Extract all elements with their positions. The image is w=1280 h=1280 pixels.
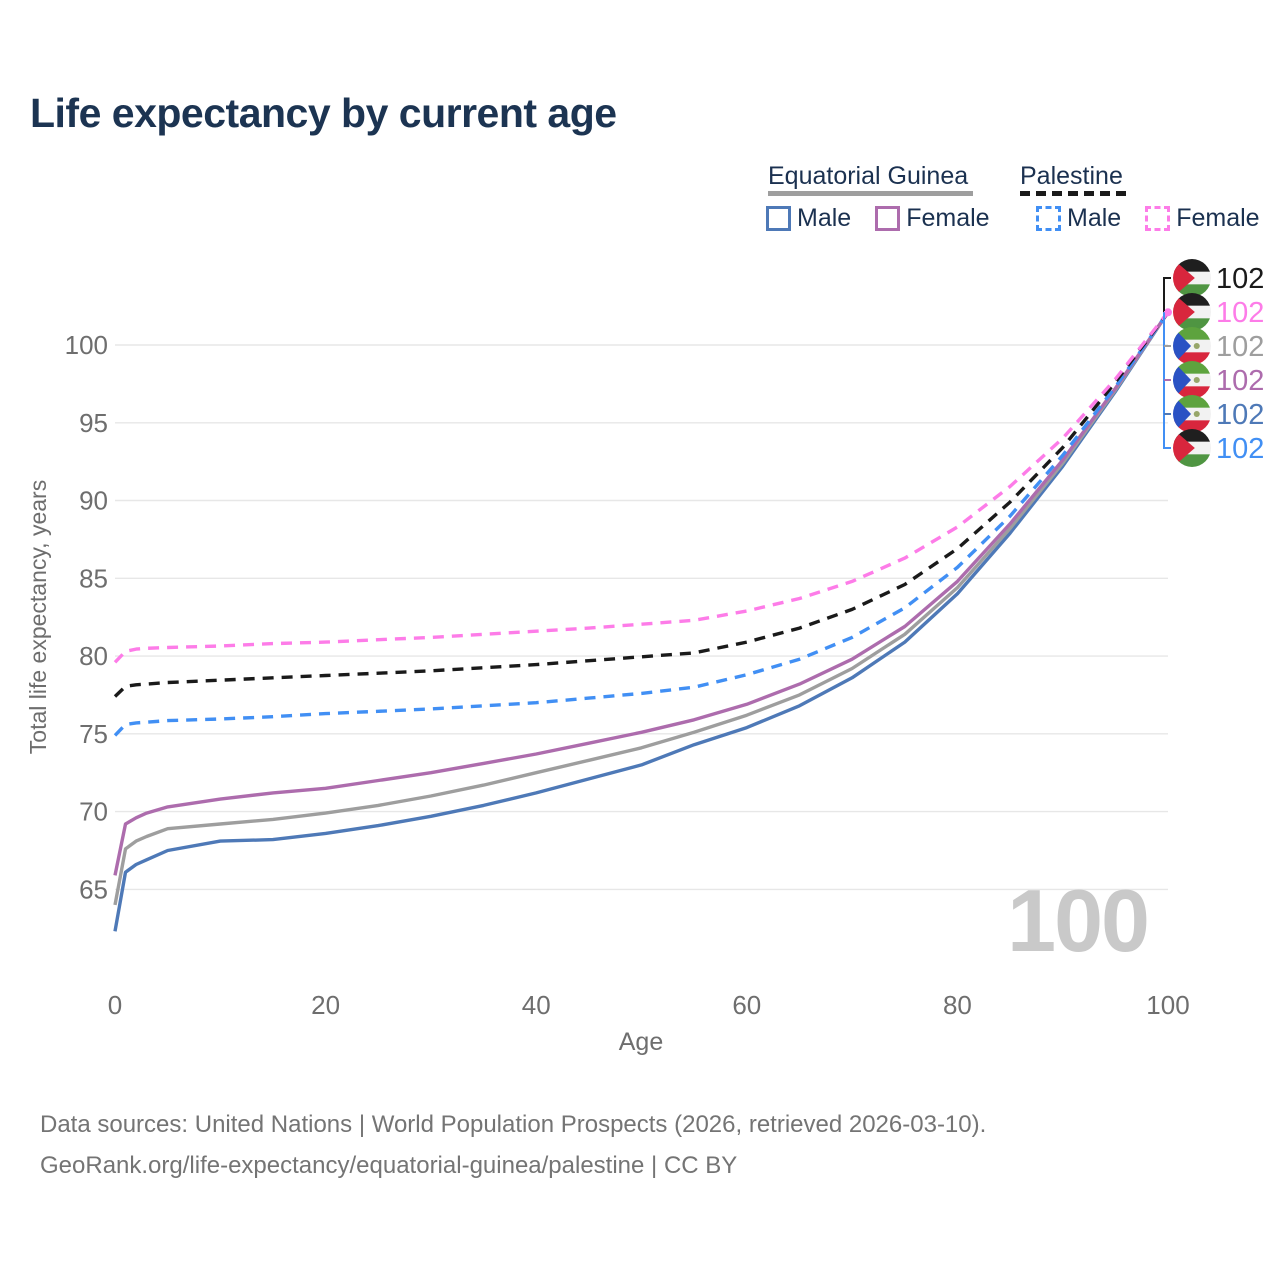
y-tick-label-70: 70 xyxy=(79,797,108,827)
series-line-equatorial-guinea-female xyxy=(113,311,1170,876)
legend-item-palestine-female[interactable]: Female xyxy=(1145,204,1260,233)
flag-icon-palestine xyxy=(1173,259,1211,297)
x-tick-label-0: 0 xyxy=(108,990,122,1020)
legend-line-sample-equatorial-guinea xyxy=(768,191,973,196)
x-tick-label-80: 80 xyxy=(943,990,972,1020)
x-tick-label-40: 40 xyxy=(522,990,551,1020)
flag-icon-equatorial-guinea xyxy=(1173,395,1211,433)
end-value-label-equatorial-guinea-both-sexes: 102 xyxy=(1216,331,1264,363)
legend-label-eg-female[interactable]: Female xyxy=(906,204,990,232)
x-tick-label-20: 20 xyxy=(311,990,340,1020)
legend-line-sample-palestine xyxy=(1020,191,1126,196)
legend-group-palestine[interactable]: Palestine xyxy=(1020,162,1123,190)
x-axis-title: Age xyxy=(619,1028,663,1056)
legend-label-palestine-male[interactable]: Male xyxy=(1067,204,1122,232)
legend-item-palestine-male[interactable]: Male xyxy=(1036,204,1121,233)
legend-swatch-palestine-male-icon[interactable] xyxy=(1036,206,1061,231)
flag-icon-equatorial-guinea xyxy=(1173,327,1211,365)
y-tick-label-95: 95 xyxy=(79,408,108,438)
leader-line-0 xyxy=(1163,277,1171,313)
legend-label-eg-male[interactable]: Male xyxy=(797,204,852,232)
series-line-equatorial-guinea-male xyxy=(113,311,1170,932)
legend-swatch-eg-female-icon[interactable] xyxy=(875,206,901,231)
legend-items-palestine: Male Female xyxy=(1036,204,1260,233)
x-tick-label-60: 60 xyxy=(732,990,761,1020)
legend-swatch-eg-male-icon[interactable] xyxy=(766,206,791,231)
y-tick-label-90: 90 xyxy=(79,486,108,516)
end-value-label-palestine-male: 102 xyxy=(1216,433,1264,465)
x-tick-label-100: 100 xyxy=(1146,990,1189,1020)
end-value-label-equatorial-guinea-female: 102 xyxy=(1216,365,1264,397)
y-tick-label-100: 100 xyxy=(65,330,108,360)
series-line-palestine-female xyxy=(113,311,1170,664)
legend-items-equatorial-guinea: Male Female xyxy=(766,204,990,233)
legend-item-eg-male[interactable]: Male xyxy=(766,204,851,233)
y-tick-label-75: 75 xyxy=(79,719,108,749)
legend-item-eg-female[interactable]: Female xyxy=(875,204,990,233)
series-line-palestine-both-sexes xyxy=(113,311,1170,698)
y-tick-label-85: 85 xyxy=(79,563,108,593)
end-value-label-equatorial-guinea-male: 102 xyxy=(1216,399,1264,431)
legend-swatch-palestine-female-icon[interactable] xyxy=(1145,206,1171,231)
footer-attribution: GeoRank.org/life-expectancy/equatorial-g… xyxy=(40,1152,738,1179)
y-axis-title: Total life expectancy, years xyxy=(25,480,51,754)
flag-icon-equatorial-guinea xyxy=(1173,361,1211,399)
y-tick-label-65: 65 xyxy=(79,874,108,904)
legend-group-equatorial-guinea[interactable]: Equatorial Guinea xyxy=(768,162,969,190)
footer: Data sources: United Nations | World Pop… xyxy=(40,1104,986,1186)
end-value-label-palestine-both-sexes: 102 xyxy=(1216,263,1264,295)
page-title: Life expectancy by current age xyxy=(30,90,617,136)
leader-line-5 xyxy=(1163,312,1171,449)
legend-label-palestine-female[interactable]: Female xyxy=(1176,204,1260,232)
hover-age-indicator: 100 xyxy=(1007,871,1148,970)
flag-icon-palestine xyxy=(1173,293,1211,331)
end-value-label-palestine-female: 102 xyxy=(1216,297,1264,329)
line-chart[interactable]: Age Total life expectancy, years 100 65 70… xyxy=(0,0,1280,1080)
flag-icon-palestine xyxy=(1173,429,1211,467)
series-line-equatorial-guinea-both-sexes xyxy=(113,311,1170,906)
y-tick-label-80: 80 xyxy=(79,641,108,671)
footer-data-sources: Data sources: United Nations | World Pop… xyxy=(40,1111,987,1138)
